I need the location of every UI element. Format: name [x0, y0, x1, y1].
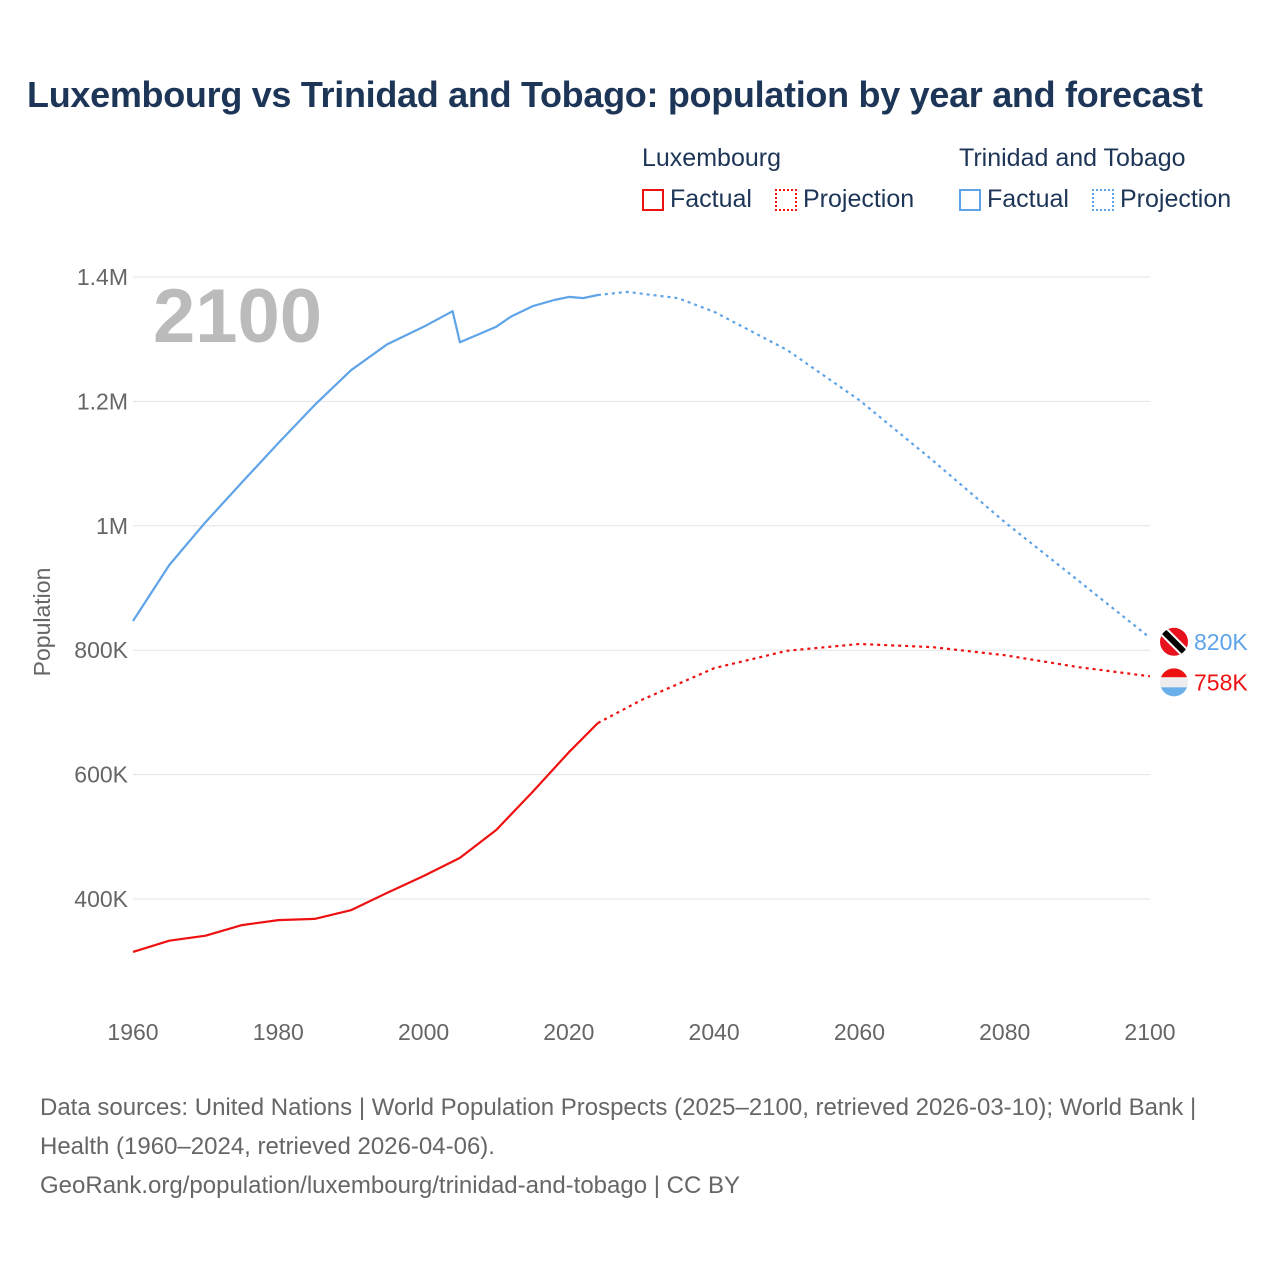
legend-swatch-dotted	[1092, 188, 1114, 211]
chart-title: Luxembourg vs Trinidad and Tobago: popul…	[27, 74, 1203, 115]
series-luxembourg-factual-line	[132, 722, 599, 953]
luxembourg-flag-icon	[1160, 668, 1188, 697]
y-tick-label: 400K	[74, 886, 128, 912]
series-trinidad-factual-line	[132, 293, 599, 622]
y-tick-label: 800K	[74, 637, 128, 663]
x-tick-label: 2080	[979, 1019, 1030, 1045]
x-tick-label: 1980	[253, 1019, 304, 1045]
y-tick-label: 600K	[74, 762, 128, 788]
flag-body	[1160, 668, 1188, 697]
flag-body	[1160, 627, 1188, 656]
source-link[interactable]: GeoRank.org/population/luxembourg/trinid…	[40, 1172, 740, 1199]
end-value-label: 758K	[1194, 669, 1248, 695]
x-tick-label: 2020	[543, 1019, 594, 1045]
flag-band-white	[1160, 677, 1188, 688]
legend-trinidad-projection[interactable]: Projection	[1092, 185, 1231, 214]
trinidad-flag-icon	[1160, 627, 1188, 656]
flag-band-red	[1160, 668, 1188, 678]
y-tick-label: 1.2M	[77, 388, 128, 414]
end-value-label: 820K	[1194, 629, 1248, 655]
source-text: Data sources: United Nations | World Pop…	[40, 1094, 1197, 1160]
legend-group-trinidad: Trinidad and Tobago	[959, 144, 1186, 172]
legend-label: Projection	[803, 185, 915, 213]
legend-swatch-dotted	[775, 188, 797, 211]
y-tick-label: 1.4M	[77, 264, 128, 290]
legend-swatch-solid	[642, 188, 664, 211]
x-tick-label: 1960	[107, 1019, 158, 1045]
x-tick-label: 2040	[689, 1019, 740, 1045]
legend-label: Factual	[670, 185, 752, 213]
source-note: Data sources: United Nations | World Pop…	[40, 1088, 1240, 1205]
x-tick-label: 2100	[1124, 1019, 1175, 1045]
legend-label: Factual	[987, 185, 1069, 213]
legend-group-luxembourg: Luxembourg	[642, 144, 781, 172]
legend-luxembourg-projection[interactable]: Projection	[775, 185, 914, 214]
legend-luxembourg-factual[interactable]: Factual	[642, 185, 752, 214]
x-tick-label: 2060	[834, 1019, 885, 1045]
y-axis-label: Population	[29, 568, 55, 677]
year-watermark: 2100	[153, 274, 322, 359]
legend-trinidad-factual[interactable]: Factual	[959, 185, 1069, 214]
legend-swatch-solid	[959, 188, 981, 211]
series-luxembourg-projection-line	[597, 642, 1151, 724]
y-tick-label: 1M	[96, 513, 128, 539]
series-trinidad-projection-line	[597, 290, 1151, 639]
x-tick-label: 2000	[398, 1019, 449, 1045]
flag-band-blue	[1160, 687, 1188, 697]
legend-label: Projection	[1120, 185, 1232, 213]
